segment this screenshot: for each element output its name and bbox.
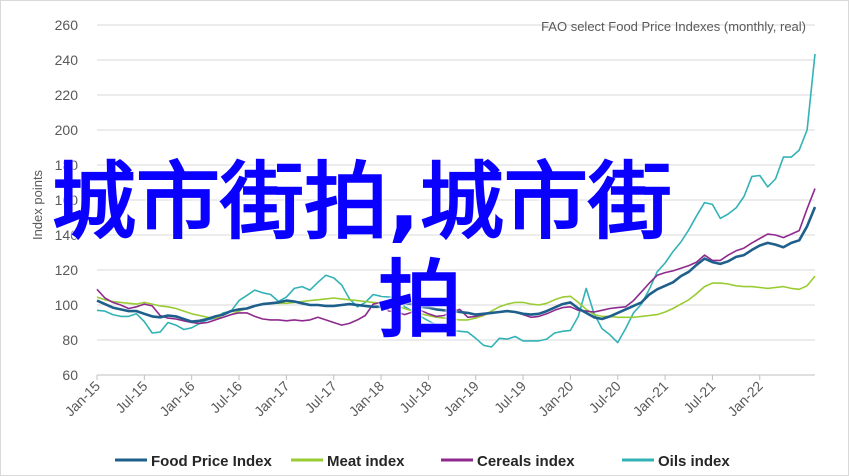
legend: Food Price Index Meat index Cereals index O… xyxy=(115,453,730,470)
y-tick-label: 200 xyxy=(55,122,79,138)
legend-label: Food Price Index xyxy=(151,453,273,470)
y-tick-label: 160 xyxy=(55,192,79,208)
x-tick-label: Jan-18 xyxy=(346,378,388,420)
y-tick-label: 60 xyxy=(62,367,78,383)
y-axis-ticks: 60 80 100 120 140 160 180 200 220 240 260 xyxy=(55,17,79,383)
x-tick-label: Jul-19 xyxy=(491,378,529,416)
x-tick-label: Jan-19 xyxy=(440,378,482,420)
y-tick-label: 240 xyxy=(55,52,79,68)
y-tick-label: 80 xyxy=(62,332,78,348)
x-tick-label: Jan-15 xyxy=(62,378,104,420)
y-tick-label: 140 xyxy=(55,227,79,243)
legend-label: Cereals index xyxy=(477,453,575,470)
x-tick-label: Jul-17 xyxy=(302,378,340,416)
gridlines xyxy=(97,24,815,341)
y-tick-label: 120 xyxy=(55,262,79,278)
legend-label: Meat index xyxy=(327,453,405,470)
x-tick-label: Jan-21 xyxy=(630,378,672,420)
legend-label: Oils index xyxy=(658,453,730,470)
y-tick-label: 100 xyxy=(55,297,79,313)
y-tick-label: 220 xyxy=(55,87,79,103)
series-line-food-price-index xyxy=(96,206,817,323)
y-tick-label: 180 xyxy=(55,157,79,173)
series-lines xyxy=(96,53,817,348)
x-tick-label: Jul-15 xyxy=(112,378,150,416)
series-line-meat-index xyxy=(96,275,816,321)
x-tick-label: Jul-21 xyxy=(680,378,718,416)
x-tick-label: Jan-22 xyxy=(724,378,766,420)
x-tick-label: Jul-20 xyxy=(586,378,624,416)
x-tick-label: Jul-16 xyxy=(207,378,245,416)
x-axis-ticks: Jan-15 Jul-15 Jan-16 Jul-16 Jan-17 Jul-17 Jan-… xyxy=(62,375,766,420)
x-tick-label: Jan-17 xyxy=(251,378,293,420)
y-axis-label: Index points xyxy=(30,169,45,240)
y-tick-label: 260 xyxy=(55,17,79,33)
x-tick-label: Jan-20 xyxy=(535,378,577,420)
chart-annotation: FAO select Food Price Indexes (monthly, … xyxy=(541,19,806,34)
x-tick-label: Jan-16 xyxy=(156,378,198,420)
x-tick-label: Jul-18 xyxy=(396,378,434,416)
